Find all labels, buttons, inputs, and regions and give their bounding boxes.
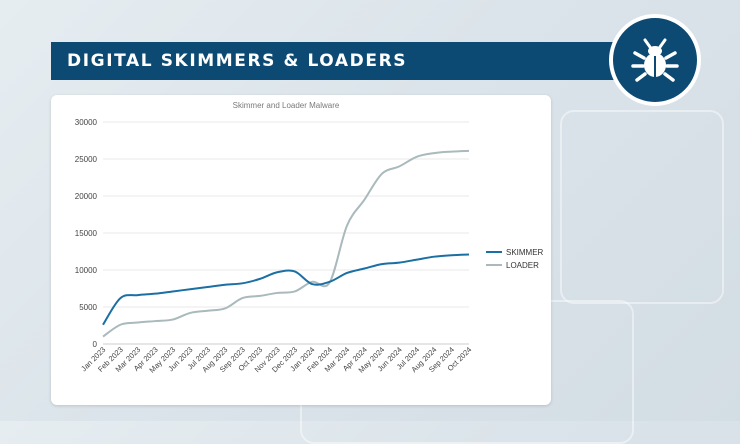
y-tick-label: 5000: [79, 303, 97, 312]
chart-card: Skimmer and Loader Malware 0 5000 10000 150…: [51, 95, 551, 405]
y-tick-label: 15000: [75, 229, 98, 238]
chart-title: Skimmer and Loader Malware: [233, 101, 340, 110]
y-tick-label: 10000: [75, 266, 98, 275]
loader-series-line: [102, 149, 470, 338]
bug-badge: [609, 14, 701, 106]
skimmer-series-line: [102, 253, 470, 326]
y-tick-label: 25000: [75, 155, 98, 164]
y-tick-label: 20000: [75, 192, 98, 201]
line-chart: Skimmer and Loader Malware 0 5000 10000 150…: [75, 101, 544, 375]
background-decoration: [560, 110, 724, 304]
loader-legend-label: LOADER: [506, 261, 539, 270]
skimmer-legend-label: SKIMMER: [506, 248, 544, 257]
y-tick-label: 0: [93, 340, 98, 349]
page-title: DIGITAL SKIMMERS & LOADERS: [67, 51, 408, 71]
title-banner: DIGITAL SKIMMERS & LOADERS: [51, 42, 621, 80]
bug-icon: [631, 38, 679, 82]
y-tick-label: 30000: [75, 118, 98, 127]
